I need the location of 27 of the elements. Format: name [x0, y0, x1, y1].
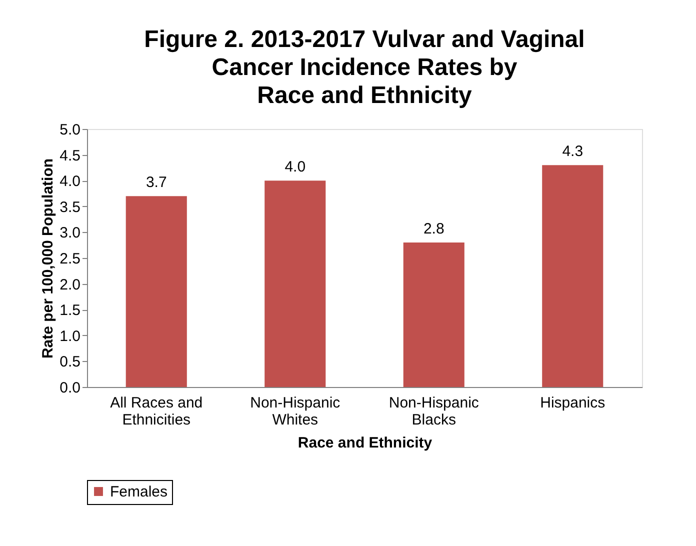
y-tick-label: 4.5	[60, 147, 80, 164]
y-tick-label: 2.5	[60, 250, 80, 268]
data-label: 2.8	[423, 220, 444, 238]
x-tick-label: Non-Hispanic Blacks	[388, 394, 480, 428]
y-tick-label: 2.0	[60, 276, 80, 294]
y-tick-label: 0.0	[60, 380, 80, 396]
x-tick-label: Non-Hispanic Whites	[250, 394, 341, 428]
legend-label: Females	[110, 484, 168, 500]
y-tick-label: 1.0	[60, 328, 80, 345]
bar	[403, 242, 464, 387]
chart-title: Figure 2. 2013-2017 Vulvar and Vaginal Cancer Incidence Rates by Race and Ethnicity	[144, 26, 585, 109]
y-tick-label: 5.0	[60, 122, 80, 138]
data-label: 3.7	[146, 174, 167, 192]
data-label: 4.3	[562, 143, 584, 160]
y-tick-label: 3.5	[60, 198, 80, 216]
x-axis-title: Race and Ethnicity	[298, 434, 433, 452]
y-tick-label: 4.0	[60, 173, 80, 190]
y-tick-label: 1.5	[60, 302, 80, 320]
y-tick-label: 3.0	[60, 224, 80, 242]
y-tick-label: 0.5	[60, 354, 80, 371]
x-tick-label: Hispanics	[540, 394, 606, 412]
bar	[542, 165, 604, 387]
bar	[126, 196, 187, 387]
x-tick-label: All Races and Ethnicities	[110, 394, 203, 428]
y-axis-title: Rate per 100,000 Population	[40, 158, 57, 359]
bar	[264, 180, 326, 387]
data-label: 4.0	[284, 158, 306, 176]
